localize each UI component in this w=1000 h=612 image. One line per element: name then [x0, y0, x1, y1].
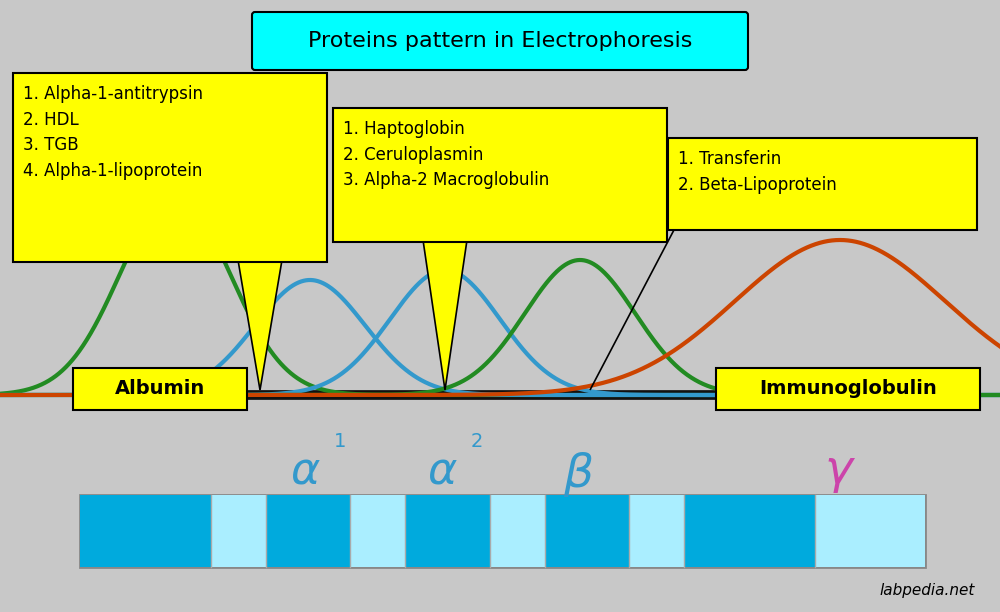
Text: $\gamma$: $\gamma$: [824, 450, 856, 495]
FancyBboxPatch shape: [668, 138, 977, 230]
Bar: [350, 495, 405, 567]
Bar: [629, 495, 684, 567]
Polygon shape: [238, 260, 282, 390]
Text: 1: 1: [334, 432, 346, 451]
Text: Proteins pattern in Electrophoresis: Proteins pattern in Electrophoresis: [308, 31, 692, 51]
Text: Albumin: Albumin: [115, 379, 205, 398]
Bar: [684, 495, 815, 567]
Bar: [405, 495, 490, 567]
Bar: [545, 495, 629, 567]
FancyBboxPatch shape: [13, 73, 327, 262]
FancyBboxPatch shape: [716, 368, 980, 410]
Text: 1. Transferin
2. Beta-Lipoprotein: 1. Transferin 2. Beta-Lipoprotein: [678, 150, 837, 194]
Text: 1. Alpha-1-antitrypsin
2. HDL
3. TGB
4. Alpha-1-lipoprotein: 1. Alpha-1-antitrypsin 2. HDL 3. TGB 4. …: [23, 85, 203, 180]
Bar: [211, 495, 266, 567]
Bar: [80, 495, 211, 567]
Text: 1. Haptoglobin
2. Ceruloplasmin
3. Alpha-2 Macroglobulin: 1. Haptoglobin 2. Ceruloplasmin 3. Alpha…: [343, 120, 549, 189]
Text: labpedia.net: labpedia.net: [880, 583, 975, 598]
Text: $\alpha$: $\alpha$: [290, 450, 320, 493]
Polygon shape: [423, 240, 467, 390]
Bar: [80, 495, 925, 567]
Polygon shape: [590, 228, 675, 390]
Bar: [490, 495, 545, 567]
Bar: [815, 495, 925, 567]
Text: Immunoglobulin: Immunoglobulin: [759, 379, 937, 398]
FancyBboxPatch shape: [252, 12, 748, 70]
Text: $\alpha$: $\alpha$: [427, 450, 457, 493]
FancyBboxPatch shape: [333, 108, 667, 242]
FancyBboxPatch shape: [73, 368, 247, 410]
Text: 2: 2: [471, 432, 483, 451]
Text: $\beta$: $\beta$: [563, 450, 593, 499]
Bar: [266, 495, 350, 567]
